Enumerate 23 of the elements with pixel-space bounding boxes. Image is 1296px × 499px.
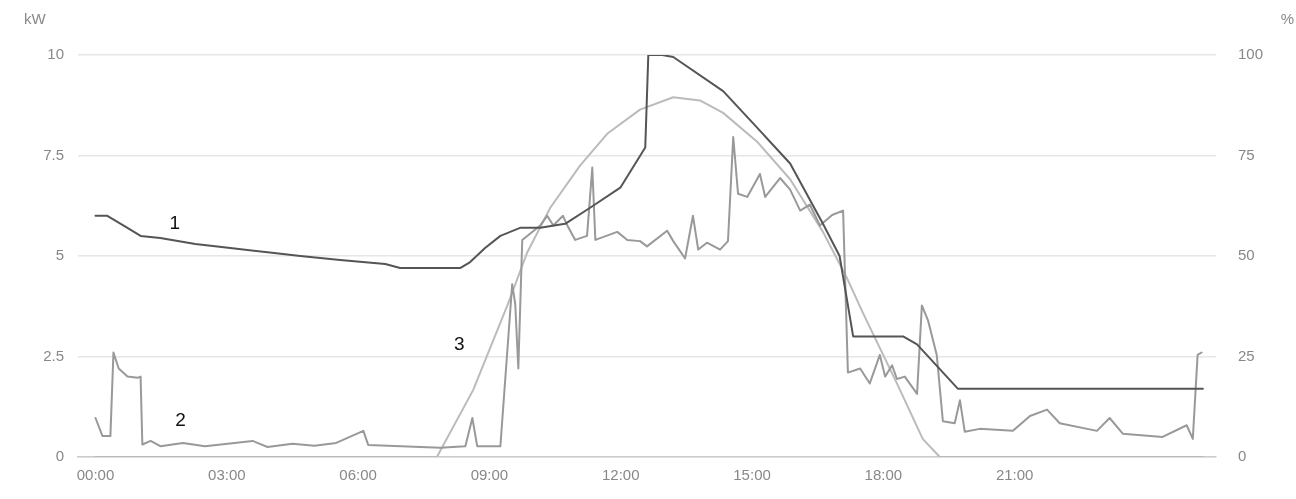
- y2-tick-label: 75: [1238, 145, 1255, 163]
- x-tick-label: 18:00: [864, 466, 903, 484]
- y-tick-label: 5: [55, 246, 64, 264]
- y-axis-title: kW: [24, 10, 47, 28]
- y-tick-label: 10: [47, 45, 64, 63]
- y2-tick-label: 100: [1238, 45, 1264, 63]
- y2-tick-label: 0: [1238, 447, 1247, 465]
- x-tick-label: 12:00: [601, 466, 640, 484]
- y2-axis-title: %: [1280, 10, 1294, 28]
- series-label: 1: [169, 212, 181, 234]
- series-label: 2: [175, 409, 186, 431]
- series-label: 3: [453, 332, 465, 354]
- x-tick-label: 00:00: [76, 466, 115, 484]
- y-tick-label: 2.5: [43, 346, 64, 364]
- x-tick-label: 15:00: [733, 466, 771, 484]
- x-tick-label: 03:00: [208, 466, 246, 484]
- x-tick-label: 21:00: [995, 466, 1034, 484]
- x-tick-label: 09:00: [470, 466, 509, 484]
- y-tick-label: 7.5: [43, 145, 64, 163]
- y-tick-label: 0: [55, 447, 64, 465]
- y2-tick-label: 50: [1238, 246, 1255, 264]
- y2-tick-label: 25: [1238, 346, 1255, 364]
- x-tick-label: 06:00: [339, 466, 377, 484]
